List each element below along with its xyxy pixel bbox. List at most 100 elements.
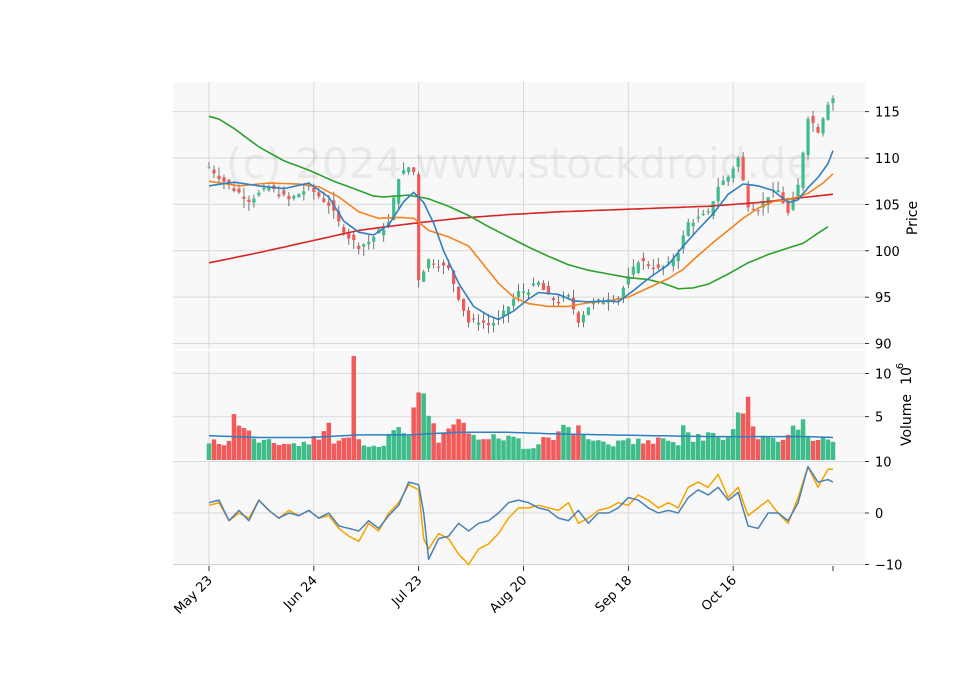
candle-up xyxy=(801,152,805,189)
volume-bar xyxy=(720,439,726,460)
volume-bar xyxy=(730,429,736,460)
volume-bar xyxy=(356,439,362,460)
volume-bar xyxy=(316,439,322,460)
volume-bar xyxy=(286,444,292,460)
volume-bar xyxy=(306,444,312,460)
candle-down xyxy=(317,192,321,197)
x-tick-label: Aug 20 xyxy=(487,573,530,616)
volume-bar xyxy=(541,437,546,460)
candle-up xyxy=(297,194,301,198)
candle-up xyxy=(821,118,825,134)
candle-up xyxy=(806,118,810,156)
price-y-tick-label: 115 xyxy=(875,106,900,121)
candle-down xyxy=(646,264,650,267)
candle-down xyxy=(412,167,416,173)
volume-bar xyxy=(820,437,826,460)
candle-down xyxy=(357,245,361,250)
candle-up xyxy=(601,301,605,305)
price-y-tick-label: 105 xyxy=(875,198,900,213)
candle-up xyxy=(626,276,630,285)
candle-up xyxy=(422,271,426,282)
volume-average-line xyxy=(208,431,834,439)
volume-bar xyxy=(236,425,242,460)
volume-bar xyxy=(601,441,606,460)
volume-bar xyxy=(805,437,811,460)
candle-down xyxy=(551,298,556,301)
candle-up xyxy=(516,291,521,298)
candle-up xyxy=(721,180,725,185)
candle-up xyxy=(826,104,830,120)
volume-bar xyxy=(566,427,571,460)
volume-bar xyxy=(296,446,302,460)
volume-bar xyxy=(426,415,431,460)
volume-bar xyxy=(680,425,686,460)
candle-up xyxy=(402,169,406,174)
candle-up xyxy=(397,179,401,204)
candle-up xyxy=(476,322,481,325)
volume-bar xyxy=(381,445,386,460)
volume-bar xyxy=(436,442,441,460)
oscillator-lines xyxy=(208,465,834,566)
candle-up xyxy=(382,229,386,236)
volume-bar xyxy=(536,444,541,460)
candle-down xyxy=(541,282,546,291)
volume-y-tick-label: 10 xyxy=(875,367,892,382)
candle-down xyxy=(556,301,561,304)
candle-up xyxy=(292,195,296,199)
volume-bar xyxy=(825,439,831,460)
candle-up xyxy=(636,262,640,274)
candle-down xyxy=(212,169,216,174)
candle-up xyxy=(392,197,396,221)
candle-down xyxy=(452,270,456,285)
volume-bar xyxy=(241,428,247,460)
volume-bar xyxy=(411,407,416,460)
candle-up xyxy=(511,299,516,306)
volume-bar xyxy=(606,444,611,460)
volume-bar xyxy=(695,434,701,460)
volume-bar xyxy=(206,443,212,460)
candle-down xyxy=(741,156,745,181)
volume-bar xyxy=(725,437,731,460)
volume-bar xyxy=(461,422,466,460)
candle-up xyxy=(831,98,835,104)
volume-bar xyxy=(366,446,371,460)
volume-bar xyxy=(401,433,406,460)
volume-bar xyxy=(765,437,771,460)
candle-down xyxy=(247,199,251,203)
volume-bar xyxy=(671,442,676,460)
volume-bar xyxy=(471,434,476,460)
price-y-tick-label: 90 xyxy=(875,338,892,353)
volume-bar xyxy=(251,438,257,460)
candle-up xyxy=(491,323,496,326)
volume-bar xyxy=(261,439,267,460)
volume-bar xyxy=(496,438,501,460)
oscillator-line-a xyxy=(208,465,834,561)
volume-bar xyxy=(755,439,761,460)
x-tick-label: May 23 xyxy=(172,573,216,617)
candle-down xyxy=(232,188,236,191)
volume-bar xyxy=(636,438,641,460)
price-axis-label: Price xyxy=(905,201,921,235)
volume-bar xyxy=(641,443,646,460)
volume-bar xyxy=(336,440,342,460)
volume-bar xyxy=(511,436,516,460)
volume-bar xyxy=(690,441,696,460)
candle-down xyxy=(347,232,351,239)
volume-bar xyxy=(750,426,756,460)
oscillator-y-tick-label: 10 xyxy=(875,456,892,471)
candle-up xyxy=(596,299,600,301)
candle-up xyxy=(726,176,730,182)
volume-bar xyxy=(626,438,631,460)
volume-bar xyxy=(705,432,711,460)
volume-bar xyxy=(271,443,277,460)
candle-up xyxy=(736,157,740,167)
volume-bar xyxy=(551,439,556,460)
candle-up xyxy=(791,197,795,210)
volume-bar xyxy=(226,440,232,460)
candle-down xyxy=(242,196,246,199)
volume-bar xyxy=(346,437,352,460)
candle-down xyxy=(471,318,476,320)
candle-up xyxy=(591,302,595,305)
candle-up xyxy=(716,186,720,202)
